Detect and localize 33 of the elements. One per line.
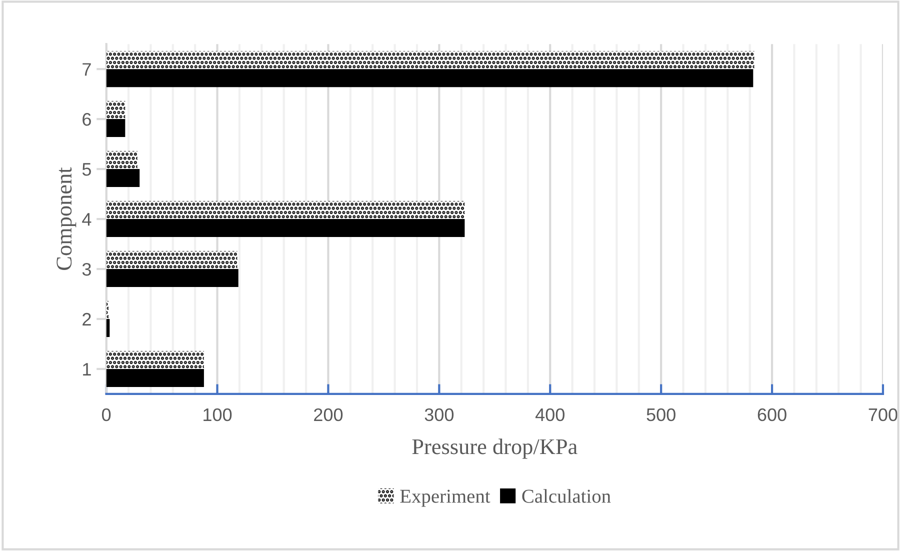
x-tick-label: 600 <box>758 408 786 422</box>
bar <box>106 119 126 138</box>
x-tick-label: 400 <box>535 408 564 422</box>
y-tick-label: 4 <box>82 213 92 226</box>
x-tick-label: 0 <box>102 408 111 422</box>
x-tick-label: 300 <box>424 408 454 422</box>
bar <box>106 151 138 170</box>
y-tick-label: 6 <box>82 112 91 126</box>
x-tick-label: 500 <box>646 408 676 422</box>
legend-label: Calculation <box>522 489 611 503</box>
bar <box>106 69 754 88</box>
bar <box>106 368 204 387</box>
y-tick-label: 7 <box>82 63 91 76</box>
bar <box>106 169 140 188</box>
x-axis-title: Pressure drop/KPa <box>412 438 578 459</box>
y-tick-label: 2 <box>82 312 91 326</box>
bar <box>106 269 238 287</box>
x-tick-label: 700 <box>868 408 898 422</box>
y-tick-label: 5 <box>82 163 91 176</box>
x-tick-label: 100 <box>204 408 232 422</box>
bar <box>106 318 110 337</box>
bar <box>106 350 204 369</box>
bar <box>106 201 465 220</box>
bar <box>106 101 126 120</box>
y-axis-title: Component <box>56 167 76 270</box>
legend-label: Experiment <box>400 490 490 507</box>
bar <box>106 51 754 70</box>
y-tick-label: 3 <box>82 262 91 276</box>
bar <box>106 300 109 319</box>
bar <box>106 219 465 238</box>
x-tick-label: 200 <box>314 408 343 422</box>
bar <box>106 251 238 270</box>
y-tick-label: 1 <box>83 363 91 376</box>
